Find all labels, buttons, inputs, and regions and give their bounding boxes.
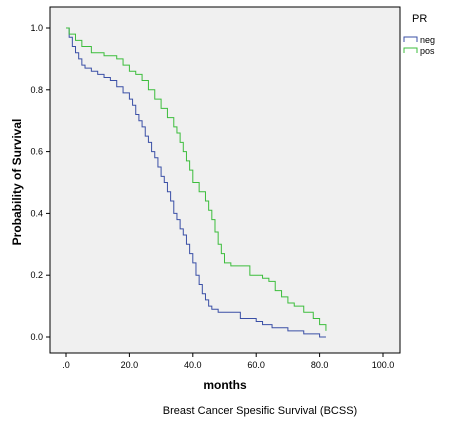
series-neg-line xyxy=(66,27,326,338)
y-tick-label: 0.2 xyxy=(30,270,43,280)
y-tick-label: 0.0 xyxy=(30,332,43,342)
legend-title: PR xyxy=(412,13,427,25)
x-axis-title: months xyxy=(203,378,247,392)
y-tick-label: 0.8 xyxy=(30,85,43,95)
x-tick-label: 20.0 xyxy=(121,360,139,370)
axes: .0 20.0 40.0 60.0 80.0 100.0 0.0 0.2 0.4 0.6 0.8 1.… xyxy=(30,23,394,370)
x-tick-label: 100.0 xyxy=(372,360,395,370)
y-tick-label: 0.4 xyxy=(30,208,43,218)
x-tick-label: 60.0 xyxy=(247,360,265,370)
y-tick-label: 0.6 xyxy=(30,147,43,157)
x-tick-label: .0 xyxy=(62,360,70,370)
plot-area xyxy=(49,6,401,354)
chart-caption: Breast Cancer Spesific Survival (BCSS) xyxy=(163,405,357,417)
legend-label-pos: pos xyxy=(420,46,435,56)
legend-label-neg: neg xyxy=(420,35,435,45)
y-axis-title: Probability of Survival xyxy=(10,119,24,246)
legend-swatch-pos xyxy=(403,47,418,53)
y-tick-label: 1.0 xyxy=(30,23,43,33)
x-tick-label: 80.0 xyxy=(311,360,329,370)
series-layer xyxy=(66,27,327,338)
series-pos-line xyxy=(66,27,327,331)
legend-swatch-neg xyxy=(403,36,418,42)
x-tick-label: 40.0 xyxy=(184,360,202,370)
